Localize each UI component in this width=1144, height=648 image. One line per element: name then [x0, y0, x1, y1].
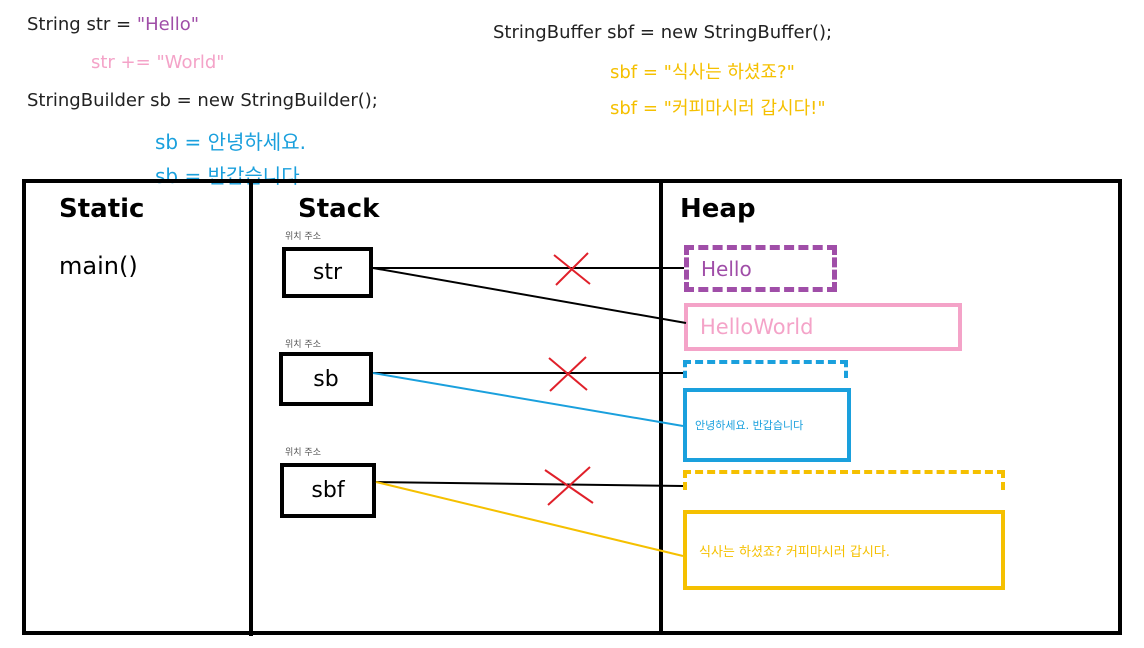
sb-new-reference-line: [372, 372, 684, 427]
heap-object-sbf-value: 식사는 하셨죠? 커피마시러 갑시다.: [683, 510, 1005, 590]
sb-cross-icon: [548, 356, 588, 392]
stack-var-str: str: [282, 247, 373, 298]
code-builder-assign-2: sb = 반갑습니다.: [155, 164, 306, 188]
sbf-new-reference-line: [375, 481, 684, 557]
sbf-address-caption: 위치 주소: [285, 448, 321, 458]
code-string-decl-text: String str =: [27, 14, 137, 35]
heap-object-hello-discarded: Hello: [684, 245, 837, 292]
code-string-init-text: "Hello": [136, 14, 199, 35]
stack-var-sbf: sbf: [280, 463, 376, 518]
code-builder-assign-1: sb = 안녕하세요.: [155, 130, 306, 154]
code-buffer-assign-1: sbf = "식사는 하셨죠?": [610, 62, 795, 83]
static-section-title: Static: [59, 194, 145, 224]
memory-outer-border: [22, 179, 1122, 635]
str-new-reference-line: [372, 267, 687, 324]
static-main-method: main(): [59, 252, 138, 280]
heap-object-sb-discarded: [683, 360, 848, 378]
sbf-cross-icon: [544, 466, 594, 506]
code-buffer-assign-2: sbf = "커피마시러 갑시다!": [610, 98, 826, 119]
stack-section-title: Stack: [298, 194, 380, 224]
sb-address-caption: 위치 주소: [285, 340, 321, 350]
str-cross-icon: [553, 252, 591, 286]
heap-object-sb-value: 안녕하세요. 반갑습니다: [683, 388, 851, 462]
code-string-declaration: String str = "Hello": [27, 14, 199, 35]
heap-section-title: Heap: [680, 194, 756, 224]
heap-object-hello-world: HelloWorld: [684, 303, 962, 351]
code-builder-declaration: StringBuilder sb = new StringBuilder();: [27, 90, 378, 111]
stack-var-sb: sb: [279, 352, 373, 406]
heap-object-sbf-discarded: [683, 470, 1005, 490]
code-buffer-declaration: StringBuffer sbf = new StringBuffer();: [493, 22, 833, 43]
str-address-caption: 위치 주소: [285, 232, 321, 242]
sbf-old-reference-line: [375, 481, 684, 487]
code-string-append: str += "World": [91, 52, 225, 73]
